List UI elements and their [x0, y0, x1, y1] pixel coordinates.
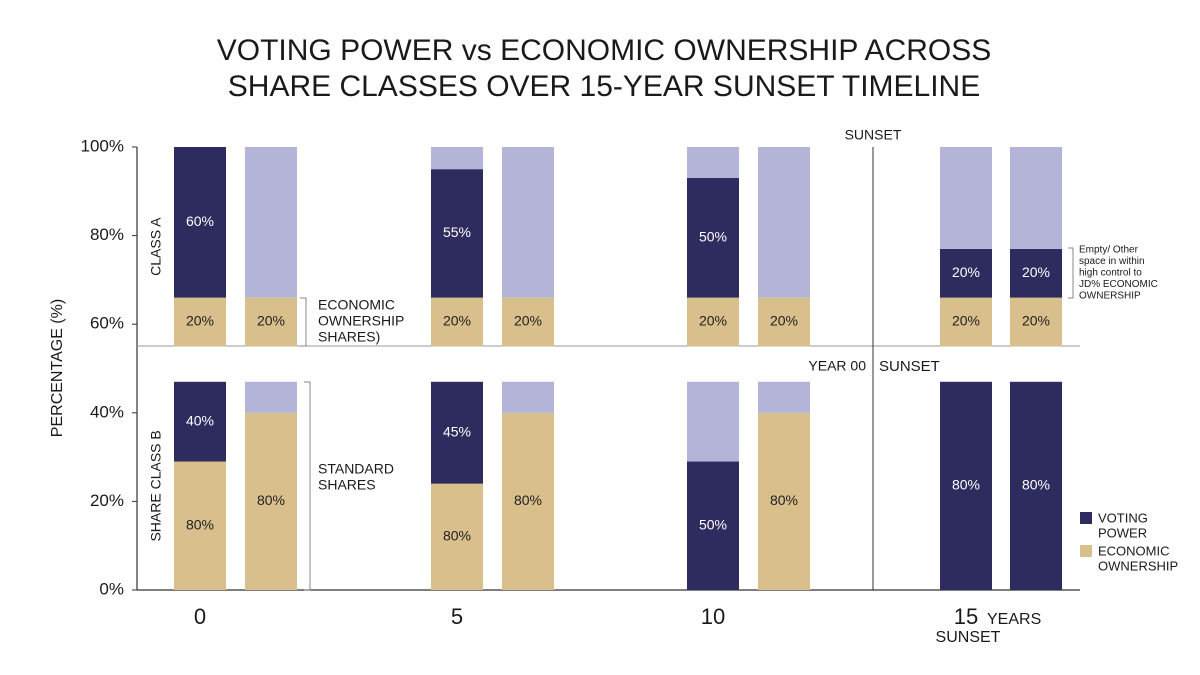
segment-label: 80%: [952, 477, 980, 493]
bar-segment: [174, 147, 226, 298]
bar-segment: [940, 248, 992, 298]
bracket: [304, 381, 311, 591]
bar-segment: [502, 147, 554, 298]
annotation: JD% ECONOMIC: [1079, 279, 1158, 290]
segment-label: 80%: [186, 516, 214, 532]
bar-segment: [431, 169, 483, 298]
segment-label: 40%: [186, 412, 214, 428]
bar-segment: [758, 147, 810, 298]
bar-segment: [687, 147, 739, 179]
bracket: [300, 297, 307, 347]
segment-label: 60%: [186, 213, 214, 229]
segment-label: 80%: [1022, 477, 1050, 493]
bar-segment: [758, 412, 810, 590]
bar-segment: [502, 297, 554, 347]
legend-swatch: [1080, 545, 1092, 557]
annotation: OWNERSHIP: [318, 313, 404, 329]
bar-segment: [758, 297, 810, 347]
bar-segment: [758, 381, 810, 413]
segment-label: 50%: [699, 229, 727, 245]
bar-segment: [1010, 248, 1062, 298]
bar-segment: [687, 178, 739, 298]
y-tick-label: 40%: [90, 402, 124, 421]
year-marker: YEAR 00: [808, 358, 866, 374]
y-tick-label: 20%: [90, 491, 124, 510]
x-unit-label: YEARS: [987, 611, 1041, 628]
segment-label: 80%: [443, 528, 471, 544]
annotation: OWNERSHIP: [1079, 291, 1141, 302]
bar-segment: [1010, 381, 1062, 590]
bar-segment: [174, 381, 226, 462]
segment-label: 20%: [699, 313, 727, 329]
y-axis-label: PERCENTAGE (%): [49, 299, 66, 437]
bracket: [1068, 247, 1074, 299]
legend-label: POWER: [1098, 525, 1147, 540]
bar-segment: [431, 297, 483, 347]
bar-segment: [1010, 297, 1062, 347]
chart-title: VOTING POWER vs ECONOMIC OWNERSHIP ACROS…: [217, 34, 992, 67]
segment-label: 45%: [443, 423, 471, 439]
annotation: STANDARD: [318, 461, 394, 477]
bar-segment: [940, 381, 992, 590]
bar-segment: [940, 297, 992, 347]
segment-label: 20%: [514, 313, 542, 329]
panel-label: SHARE CLASS B: [148, 430, 164, 541]
y-tick-label: 100%: [81, 136, 124, 155]
segment-label: 20%: [186, 313, 214, 329]
bar-segment: [1010, 147, 1062, 249]
segment-label: 20%: [952, 264, 980, 280]
sunset-label: SUNSET: [845, 127, 902, 143]
annotation: SHARES: [318, 477, 376, 493]
bar-segment: [431, 381, 483, 484]
bar-segment: [687, 381, 739, 462]
bar-segment: [431, 483, 483, 590]
segment-label: 20%: [770, 313, 798, 329]
segment-label: 80%: [514, 492, 542, 508]
bar-segment: [245, 381, 297, 413]
x-tick-label: 15: [954, 604, 978, 629]
sunset-label: SUNSET: [879, 358, 940, 375]
segment-label: 50%: [699, 516, 727, 532]
segment-label: 80%: [257, 492, 285, 508]
bar-segment: [245, 412, 297, 590]
panel-label: CLASS A: [148, 217, 164, 276]
bar-segment: [687, 461, 739, 590]
segment-label: 20%: [1022, 264, 1050, 280]
chart-title: SHARE CLASSES OVER 15-YEAR SUNSET TIMELI…: [228, 70, 980, 103]
annotation: ECONOMIC: [318, 297, 395, 313]
x-tick-label: 5: [451, 604, 463, 629]
legend-label: ECONOMIC: [1098, 543, 1170, 558]
legend-label: OWNERSHIP: [1098, 558, 1178, 573]
x-tick-label: 10: [701, 604, 725, 629]
segment-label: 55%: [443, 224, 471, 240]
bar-segment: [940, 147, 992, 249]
annotation: Empty/ Other: [1079, 245, 1139, 256]
segment-label: 20%: [1022, 313, 1050, 329]
segment-label: 20%: [443, 313, 471, 329]
segment-label: 20%: [952, 313, 980, 329]
bar-segment: [502, 381, 554, 413]
bar-segment: [174, 461, 226, 590]
bar-segment: [687, 297, 739, 347]
segment-label: 80%: [770, 492, 798, 508]
bar-segment: [502, 412, 554, 590]
x-tick-label: 0: [194, 604, 206, 629]
legend-label: VOTING: [1098, 510, 1148, 525]
legend-swatch: [1080, 512, 1092, 524]
annotation: space in within: [1079, 256, 1145, 267]
annotation: high control to: [1079, 268, 1142, 279]
bar-segment: [245, 297, 297, 347]
segment-label: 20%: [257, 313, 285, 329]
y-tick-label: 60%: [90, 314, 124, 333]
annotation: SHARES): [318, 329, 380, 345]
y-tick-label: 0%: [99, 579, 124, 598]
bar-segment: [174, 297, 226, 347]
y-tick-label: 80%: [90, 225, 124, 244]
sunset-label: SUNSET: [936, 629, 1001, 646]
bar-segment: [245, 147, 297, 298]
bar-segment: [431, 147, 483, 170]
